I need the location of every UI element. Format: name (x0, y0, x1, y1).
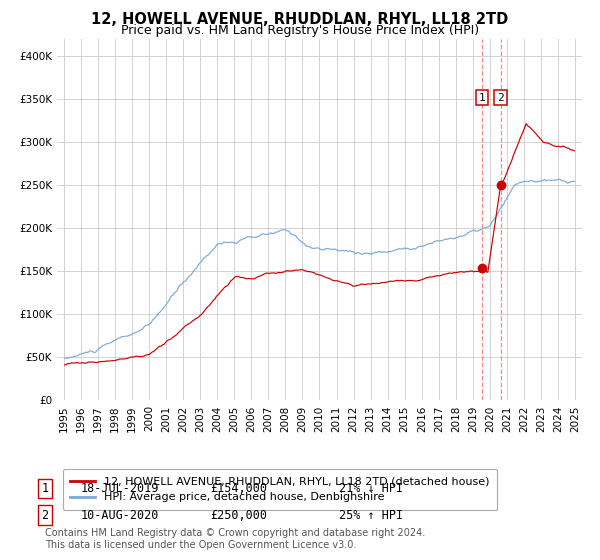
Text: 12, HOWELL AVENUE, RHUDDLAN, RHYL, LL18 2TD: 12, HOWELL AVENUE, RHUDDLAN, RHYL, LL18 … (91, 12, 509, 27)
Text: 10-AUG-2020: 10-AUG-2020 (81, 508, 160, 522)
Text: 25% ↑ HPI: 25% ↑ HPI (339, 508, 403, 522)
Text: 21% ↓ HPI: 21% ↓ HPI (339, 482, 403, 495)
Text: 2: 2 (41, 508, 49, 522)
Text: 18-JUL-2019: 18-JUL-2019 (81, 482, 160, 495)
Text: £154,000: £154,000 (210, 482, 267, 495)
Text: 2: 2 (497, 93, 504, 102)
Text: Price paid vs. HM Land Registry's House Price Index (HPI): Price paid vs. HM Land Registry's House … (121, 24, 479, 36)
Legend: 12, HOWELL AVENUE, RHUDDLAN, RHYL, LL18 2TD (detached house), HPI: Average price: 12, HOWELL AVENUE, RHUDDLAN, RHYL, LL18 … (62, 469, 497, 510)
Text: Contains HM Land Registry data © Crown copyright and database right 2024.
This d: Contains HM Land Registry data © Crown c… (45, 528, 425, 550)
Text: 1: 1 (41, 482, 49, 495)
Text: £250,000: £250,000 (210, 508, 267, 522)
Text: 1: 1 (479, 93, 485, 102)
